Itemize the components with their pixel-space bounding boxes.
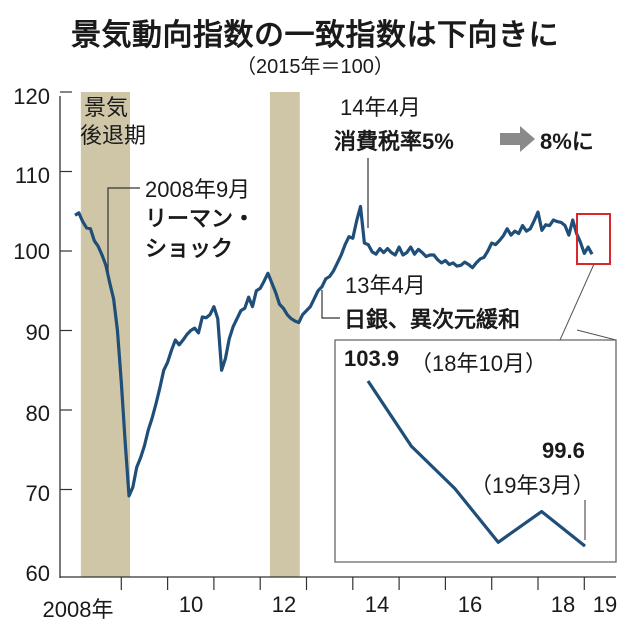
connector-line — [576, 329, 617, 341]
y-tick-label: 80 — [25, 401, 50, 426]
y-tick-label: 110 — [14, 163, 50, 188]
inset-series-line — [366, 380, 586, 548]
boj-date: 13年4月 — [345, 273, 426, 298]
recession-label-line: 景気 — [84, 95, 129, 120]
y-tick-label: 90 — [25, 320, 50, 345]
lehman-label: リーマン・ — [145, 206, 256, 231]
arrow-icon — [500, 126, 535, 152]
lehman-label: ショック — [145, 236, 234, 261]
y-tick-label: 60 — [25, 561, 50, 586]
boj-label: 日銀、異次元緩和 — [344, 307, 521, 332]
recession-band — [269, 92, 300, 577]
inset-end-value: 99.6 — [542, 438, 585, 463]
y-tick-label: 120 — [13, 84, 50, 109]
chart-title: 景気動向指数の一致指数は下向きに — [71, 19, 559, 52]
inset-start-date: （18年10月） — [410, 351, 547, 376]
x-tick-label: 18 — [550, 592, 576, 617]
connector-line — [559, 263, 595, 341]
x-tick-label: 14 — [364, 592, 390, 617]
tax-label-after: 8%に — [540, 129, 594, 154]
y-tick-label: 70 — [25, 481, 50, 506]
inset-box — [334, 339, 617, 563]
tax-date: 14年4月 — [340, 95, 421, 120]
tax-label: 消費税率5% — [334, 129, 454, 154]
x-tick-label: 10 — [178, 592, 204, 617]
lehman-leader — [107, 187, 140, 272]
recession-label-line: 後退期 — [80, 123, 147, 148]
recession-band — [80, 92, 131, 577]
highlight-box — [576, 213, 611, 265]
boj-leader — [321, 290, 340, 319]
inset-end-date: （19年3月） — [470, 473, 595, 498]
inset-start-value: 103.9 — [344, 346, 400, 371]
recession-label: 景気 後退期 — [80, 94, 146, 150]
lehman-date: 2008年9月 — [145, 177, 251, 202]
x-tick-label: 16 — [457, 592, 483, 617]
x-tick-label: 12 — [271, 592, 297, 617]
y-tick-label: 100 — [13, 239, 50, 264]
x-tick-label: 19 — [592, 592, 618, 617]
x-tick-label: 2008年 — [42, 597, 114, 622]
chart-subtitle: （2015年＝100） — [236, 56, 394, 78]
